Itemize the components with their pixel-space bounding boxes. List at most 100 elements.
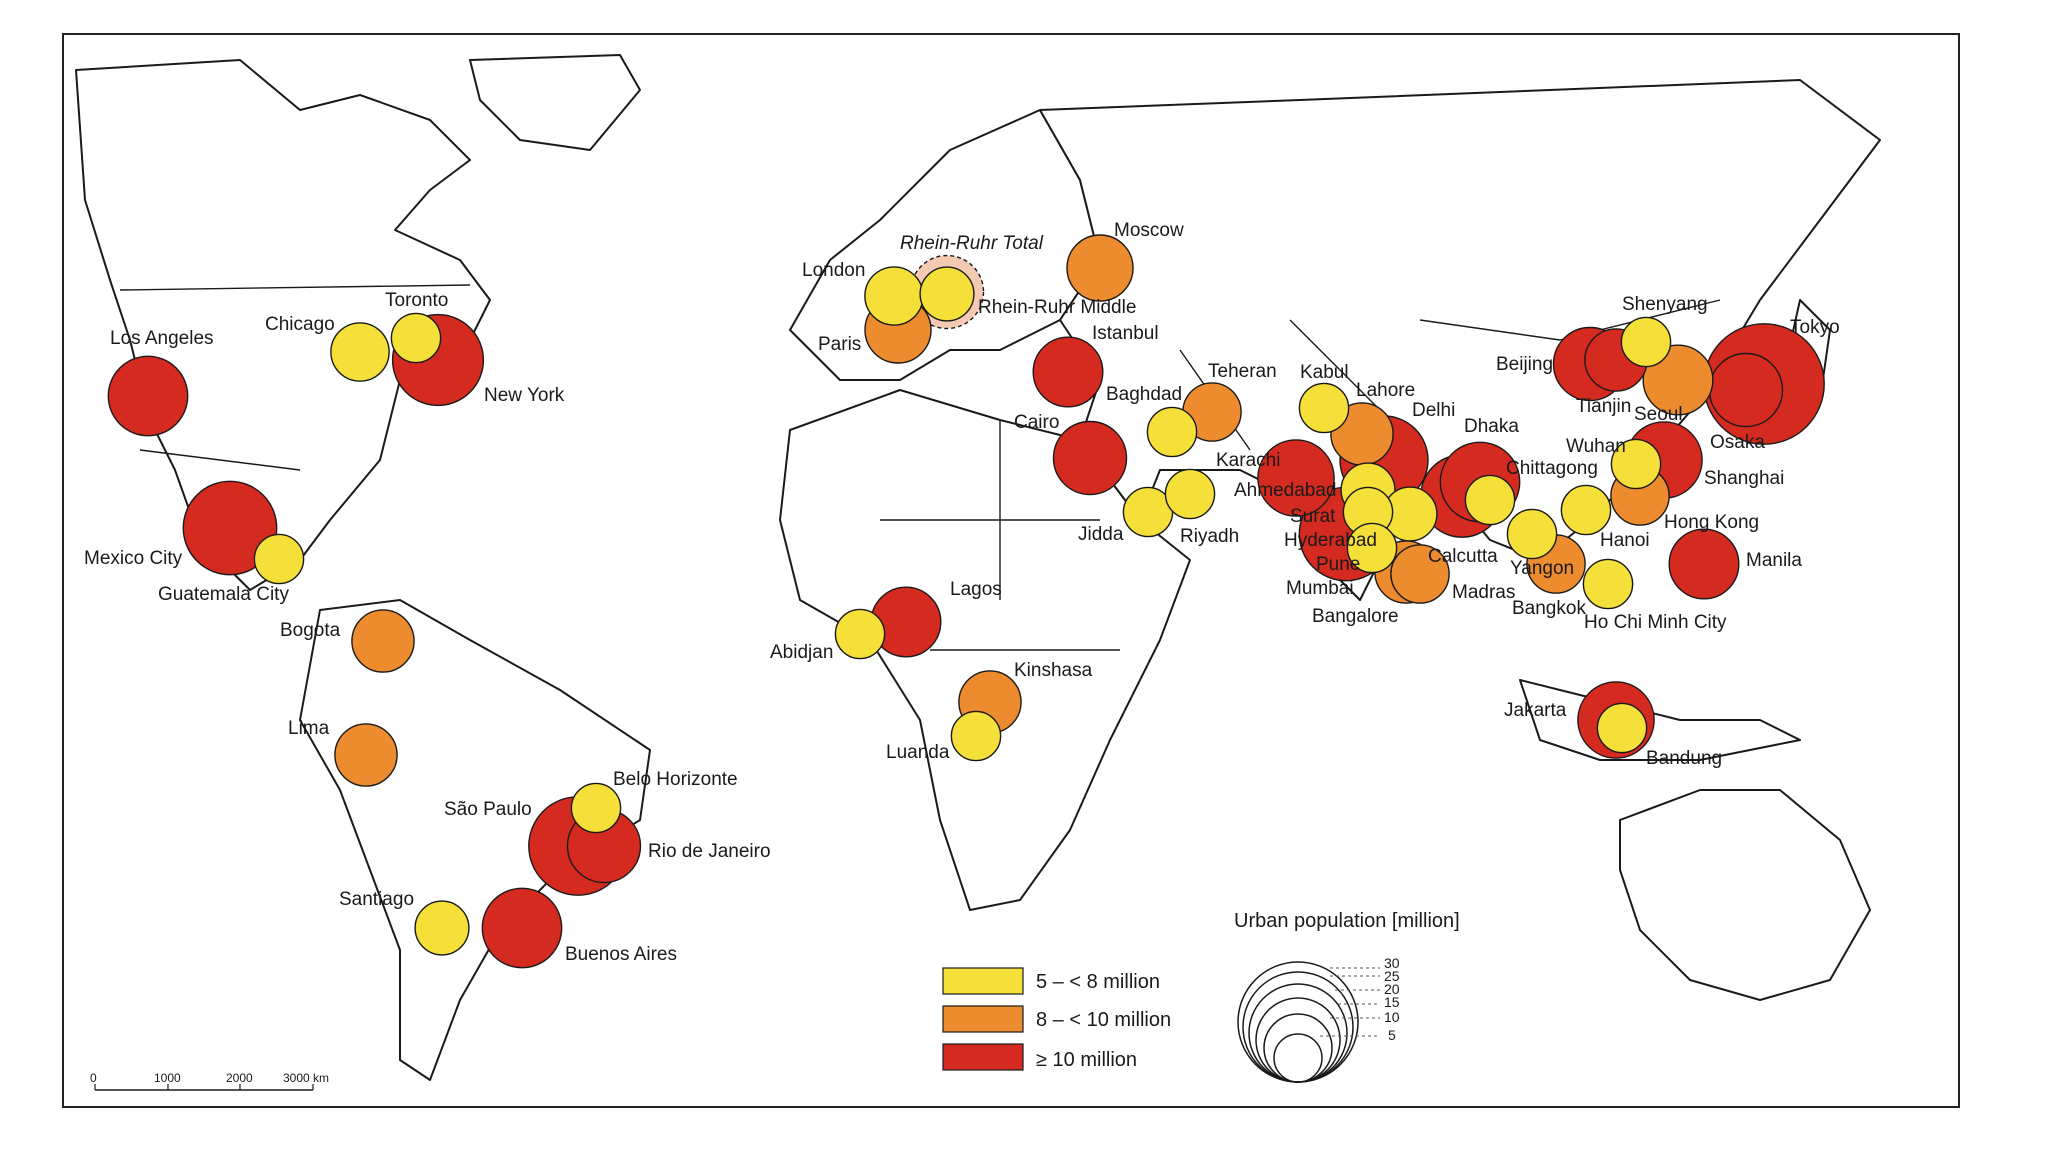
city-label-abidjan: Abidjan (770, 642, 833, 663)
city-bubble-wuhan (1610, 438, 1662, 490)
city-bubble-bandung (1596, 702, 1648, 754)
city-bubble-baghdad (1146, 406, 1198, 458)
city-bubble-karachi (1257, 439, 1335, 517)
size-legend: Urban population [million] 30 25 20 15 1… (1234, 910, 1460, 1083)
scale-bar: 0 1000 2000 3000 km (90, 1071, 329, 1091)
city-label-mumbai: Mumbai (1286, 578, 1354, 599)
city-label-istanbul: Istanbul (1092, 323, 1159, 344)
city-label-delhi: Delhi (1412, 400, 1455, 421)
scale-tick-0: 0 (90, 1071, 97, 1085)
city-label-lahore: Lahore (1356, 380, 1415, 401)
city-label-bangkok: Bangkok (1512, 598, 1586, 619)
city-label-buenos-aires: Buenos Aires (565, 944, 677, 965)
city-label-hyderabad: Hyderabad (1284, 530, 1377, 551)
city-label-moscow: Moscow (1114, 220, 1184, 241)
city-bubble-madras (1390, 544, 1450, 604)
city-bubble-santiago (414, 900, 470, 956)
city-label-calcutta: Calcutta (1428, 546, 1498, 567)
city-label-chicago: Chicago (265, 314, 335, 335)
city-label-luanda: Luanda (886, 742, 950, 763)
city-label-jakarta: Jakarta (1504, 700, 1567, 721)
city-label-jidda: Jidda (1078, 524, 1124, 545)
city-bubble-abidjan (834, 608, 886, 660)
city-bubble-yangon (1506, 508, 1558, 560)
city-label-ho-chi-minh-city: Ho Chi Minh City (1584, 612, 1727, 633)
city-bubble-riyadh (1164, 468, 1216, 520)
city-label-beijing: Beijing (1496, 354, 1553, 375)
city-bubble-manila (1668, 528, 1740, 600)
city-label-hanoi: Hanoi (1600, 530, 1650, 551)
city-label-mexico-city: Mexico City (84, 548, 183, 569)
city-label-teheran: Teheran (1208, 361, 1277, 382)
size-tick-5: 5 (1388, 1027, 1396, 1043)
scale-tick-2000: 2000 (226, 1071, 253, 1085)
city-bubble-shenyang (1620, 316, 1672, 368)
city-label-santiago: Santiago (339, 889, 414, 910)
size-legend-title: Urban population [million] (1234, 910, 1460, 932)
city-label-riyadh: Riyadh (1180, 526, 1239, 547)
city-bubbles: Los Angeles Mexico City Guatemala City Chic… (84, 220, 1840, 969)
city-bubble-los-angeles (107, 355, 189, 437)
city-bubble-bogota (351, 609, 415, 673)
australia-outline (1619, 789, 1871, 1001)
size-circle-10 (1263, 1013, 1333, 1083)
city-bubble-mexico-city (182, 480, 278, 576)
south-america-outline (299, 599, 651, 1081)
size-tick-30: 30 (1384, 955, 1400, 971)
city-label-shanghai: Shanghai (1704, 468, 1784, 489)
color-legend: 5 – < 8 million 8 – < 10 million ≥ 10 mi… (942, 967, 1171, 1071)
city-label-hong-kong: Hong Kong (1664, 512, 1759, 533)
city-bubble-istanbul (1032, 336, 1104, 408)
city-bubble-luanda (950, 710, 1002, 762)
city-label-karachi: Karachi (1216, 450, 1280, 471)
city-label-seoul: Seoul (1634, 404, 1683, 425)
city-label-chittagong: Chittagong (1506, 458, 1598, 479)
city-bubble-lima (334, 723, 398, 787)
size-circle-30 (1237, 961, 1359, 1083)
city-bubble-pune (1346, 522, 1398, 574)
city-label-pune: Pune (1316, 554, 1360, 575)
city-label-bangalore: Bangalore (1312, 606, 1399, 627)
city-bubble-guatemala-city (253, 533, 305, 585)
city-bubble-hanoi (1560, 484, 1612, 536)
city-bubble-belo-horizonte (570, 782, 622, 834)
city-bubble-chittagong (1464, 474, 1516, 526)
city-label-dhaka: Dhaka (1464, 416, 1519, 437)
city-bubble-moscow (1066, 234, 1134, 302)
city-label-rhein-ruhr-total: Rhein-Ruhr Total (900, 233, 1044, 254)
city-label-wuhan: Wuhan (1566, 436, 1626, 457)
city-label-bandung: Bandung (1646, 748, 1722, 769)
scale-tick-1000: 1000 (154, 1071, 181, 1085)
city-label-manila: Manila (1746, 550, 1802, 571)
city-bubble-cairo (1052, 420, 1128, 496)
city-label-sao-paulo: São Paulo (444, 799, 532, 820)
city-label-new-york: New York (484, 385, 565, 406)
city-label-madras: Madras (1452, 582, 1515, 603)
city-label-kinshasa: Kinshasa (1014, 660, 1093, 681)
city-bubble-osaka (1708, 352, 1784, 428)
size-circle-15 (1255, 997, 1341, 1083)
city-label-lagos: Lagos (950, 579, 1002, 600)
city-label-yangon: Yangon (1510, 558, 1574, 579)
city-label-tokyo: Tokyo (1790, 317, 1840, 338)
city-bubble-kabul (1298, 382, 1350, 434)
size-leader-lines (1320, 967, 1380, 1037)
city-bubble-buenos-aires (481, 887, 563, 969)
size-circle-5 (1273, 1033, 1323, 1083)
city-label-ahmedabad: Ahmedabad (1234, 480, 1336, 501)
city-label-cairo: Cairo (1014, 412, 1059, 433)
size-circle-25 (1242, 971, 1354, 1083)
legend-swatch-yellow (942, 967, 1024, 995)
city-label-paris: Paris (818, 334, 861, 355)
city-label-tianjin: Tianjin (1576, 396, 1631, 417)
legend-label-yellow: 5 – < 8 million (1036, 971, 1160, 993)
size-tick-15: 15 (1384, 994, 1400, 1010)
city-label-los-angeles: Los Angeles (110, 328, 214, 349)
city-bubble-ho-chi-minh-city (1582, 558, 1634, 610)
scale-tick-3000: 3000 km (283, 1071, 329, 1085)
greenland-outline (469, 54, 641, 151)
city-label-belo-horizonte: Belo Horizonte (613, 769, 738, 790)
legend-label-red: ≥ 10 million (1036, 1049, 1137, 1071)
city-label-toronto: Toronto (385, 290, 448, 311)
